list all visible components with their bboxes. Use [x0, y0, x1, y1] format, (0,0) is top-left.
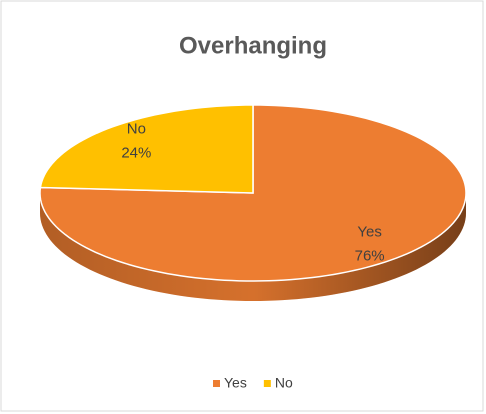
pie-side-shade: [40, 193, 466, 301]
data-label-value: 76%: [355, 247, 385, 264]
pie-slice: [39, 104, 254, 194]
data-label-value: 24%: [121, 145, 151, 162]
legend-label: Yes: [224, 375, 247, 391]
data-label-category: No: [127, 121, 146, 138]
chart-title: Overhanging: [179, 32, 327, 59]
data-label-category: Yes: [357, 223, 381, 240]
legend-swatch: [263, 380, 271, 387]
legend-swatch: [213, 380, 220, 387]
legend-label: No: [275, 375, 293, 391]
